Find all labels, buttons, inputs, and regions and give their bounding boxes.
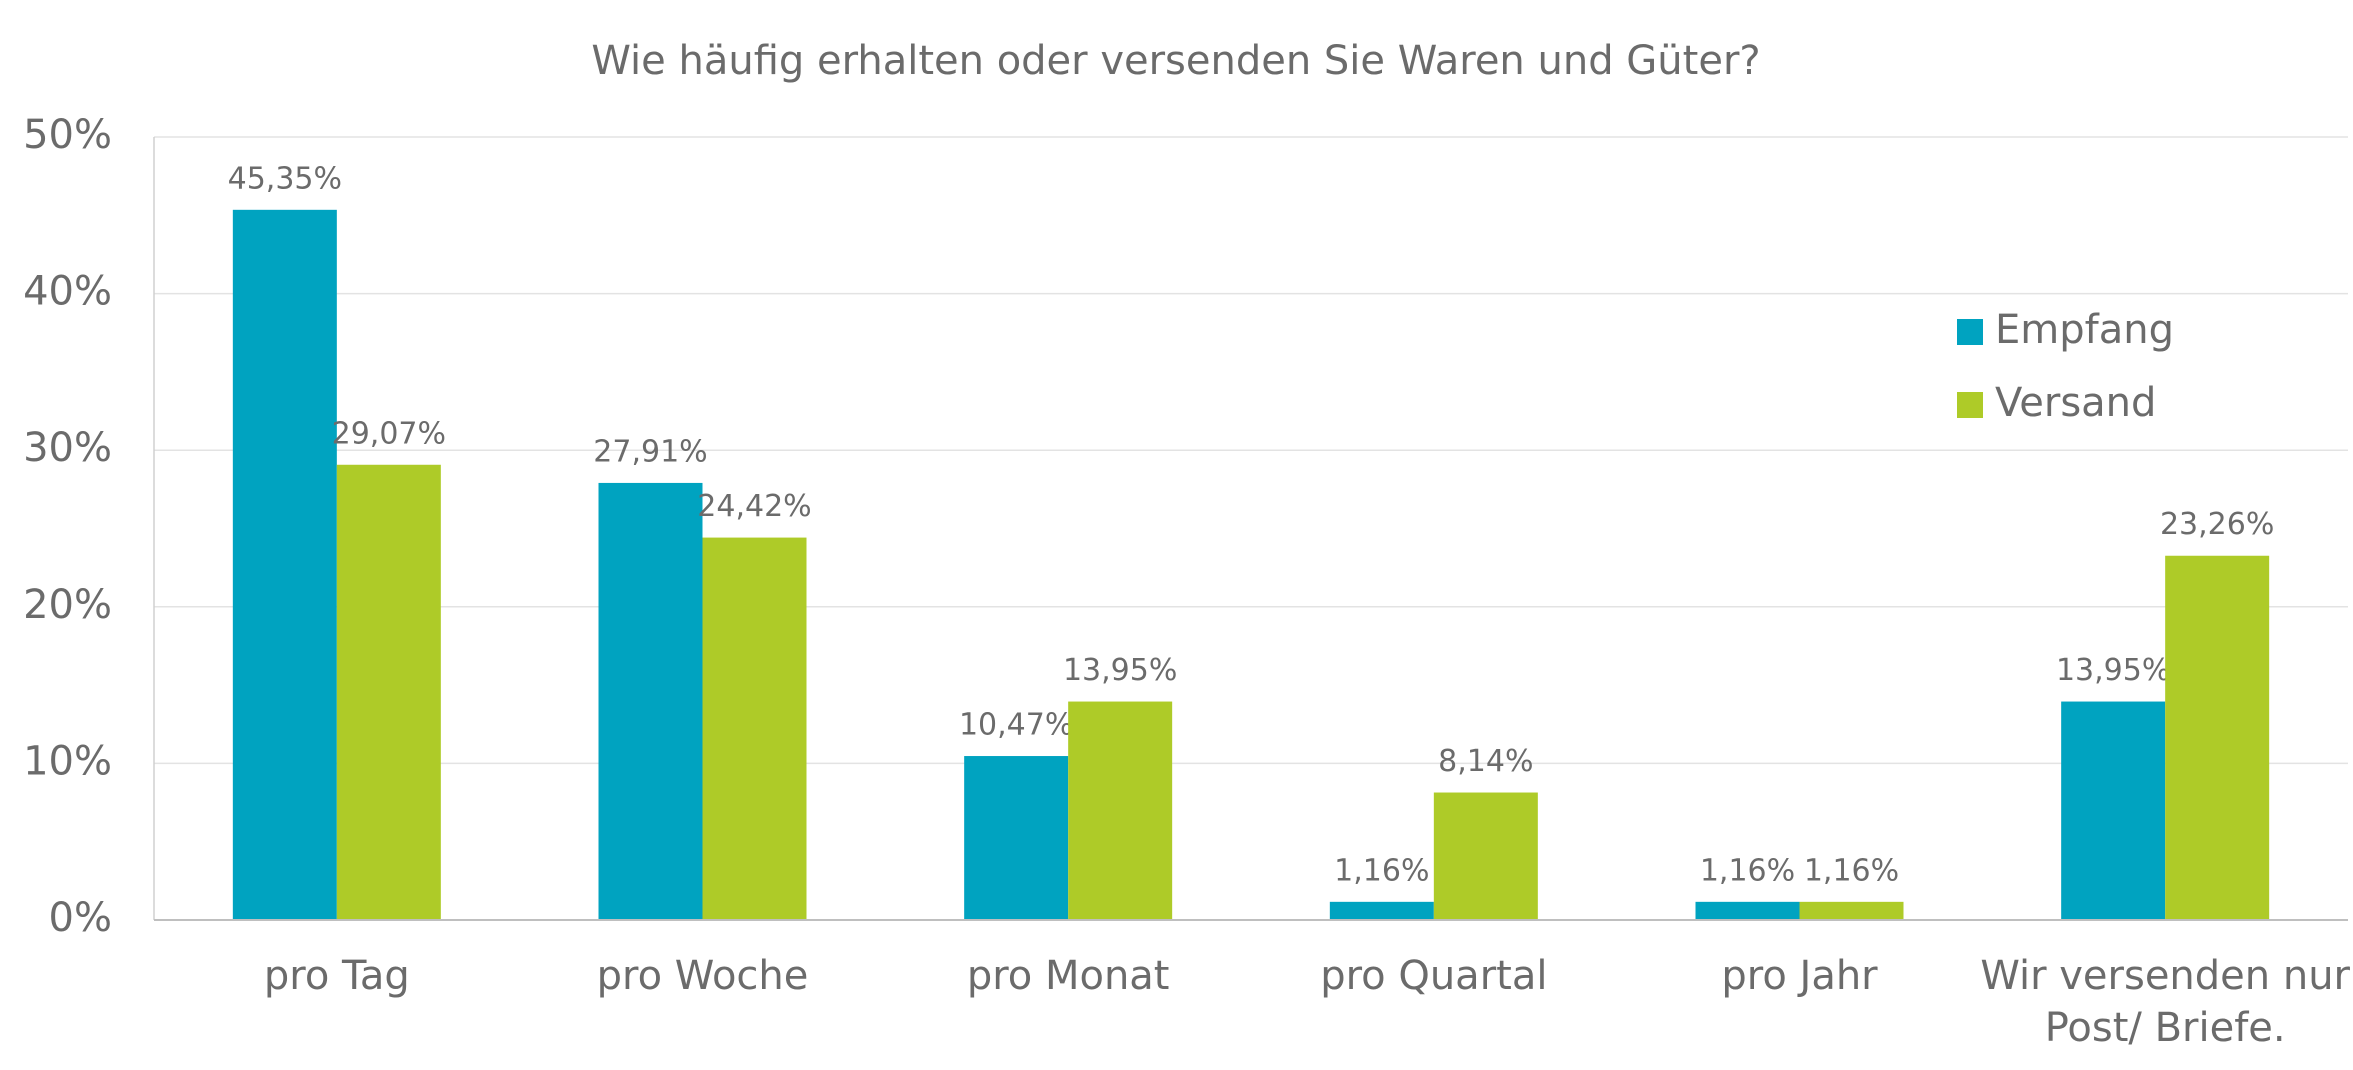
bar — [1799, 901, 1904, 920]
bar — [1433, 792, 1538, 920]
x-tick-label: pro Woche — [596, 953, 809, 999]
x-tick-label: pro Jahr — [1721, 953, 1878, 999]
x-tick-label: pro Tag — [263, 953, 410, 999]
legend-swatch — [1957, 392, 1983, 418]
y-tick-label: 10% — [23, 738, 112, 784]
data-label: 13,95% — [1063, 653, 1177, 688]
x-tick-label: Wir versenden nur Post/ Briefe. — [1980, 953, 2350, 1051]
y-tick-label: 40% — [23, 269, 112, 315]
x-tick-label-box: pro Tag — [263, 953, 410, 999]
bar — [2165, 555, 2270, 920]
y-tick-label: 0% — [49, 895, 112, 941]
data-label: 8,14% — [1438, 744, 1533, 779]
x-tick-label: pro Quartal — [1320, 953, 1548, 999]
data-label: 1,16% — [1700, 853, 1795, 888]
bar — [1695, 901, 1800, 920]
data-label: 10,47% — [959, 708, 1073, 743]
data-label: 27,91% — [593, 434, 707, 469]
data-label: 1,16% — [1334, 853, 1429, 888]
y-tick-label: 20% — [23, 582, 112, 628]
legend-label: Empfang — [1995, 307, 2174, 353]
chart-title: Wie häufig erhalten oder versenden Sie W… — [591, 38, 1760, 84]
bar — [2061, 701, 2166, 920]
y-tick-label: 50% — [23, 112, 112, 158]
bar — [964, 756, 1069, 920]
bar — [702, 537, 807, 920]
bar — [232, 209, 337, 921]
data-label: 24,42% — [697, 489, 811, 524]
bar — [598, 482, 703, 920]
x-tick-label-box: pro Woche — [596, 953, 809, 999]
bar — [336, 464, 441, 920]
data-label: 23,26% — [2160, 507, 2274, 542]
data-label: 13,95% — [2056, 653, 2170, 688]
legend-swatch — [1957, 319, 1983, 345]
x-tick-label-box: Wir versenden nur Post/ Briefe. — [1980, 953, 2350, 1051]
x-tick-label-box: pro Monat — [966, 953, 1170, 999]
legend-label: Versand — [1995, 380, 2156, 426]
bar — [1068, 701, 1173, 920]
x-tick-label-box: pro Jahr — [1721, 953, 1878, 999]
bar — [1329, 901, 1434, 920]
data-label: 29,07% — [332, 416, 446, 451]
data-label: 45,35% — [228, 161, 342, 196]
y-tick-label: 30% — [23, 425, 112, 471]
data-label: 1,16% — [1804, 853, 1899, 888]
x-tick-label: pro Monat — [966, 953, 1170, 999]
x-tick-label-box: pro Quartal — [1320, 953, 1548, 999]
